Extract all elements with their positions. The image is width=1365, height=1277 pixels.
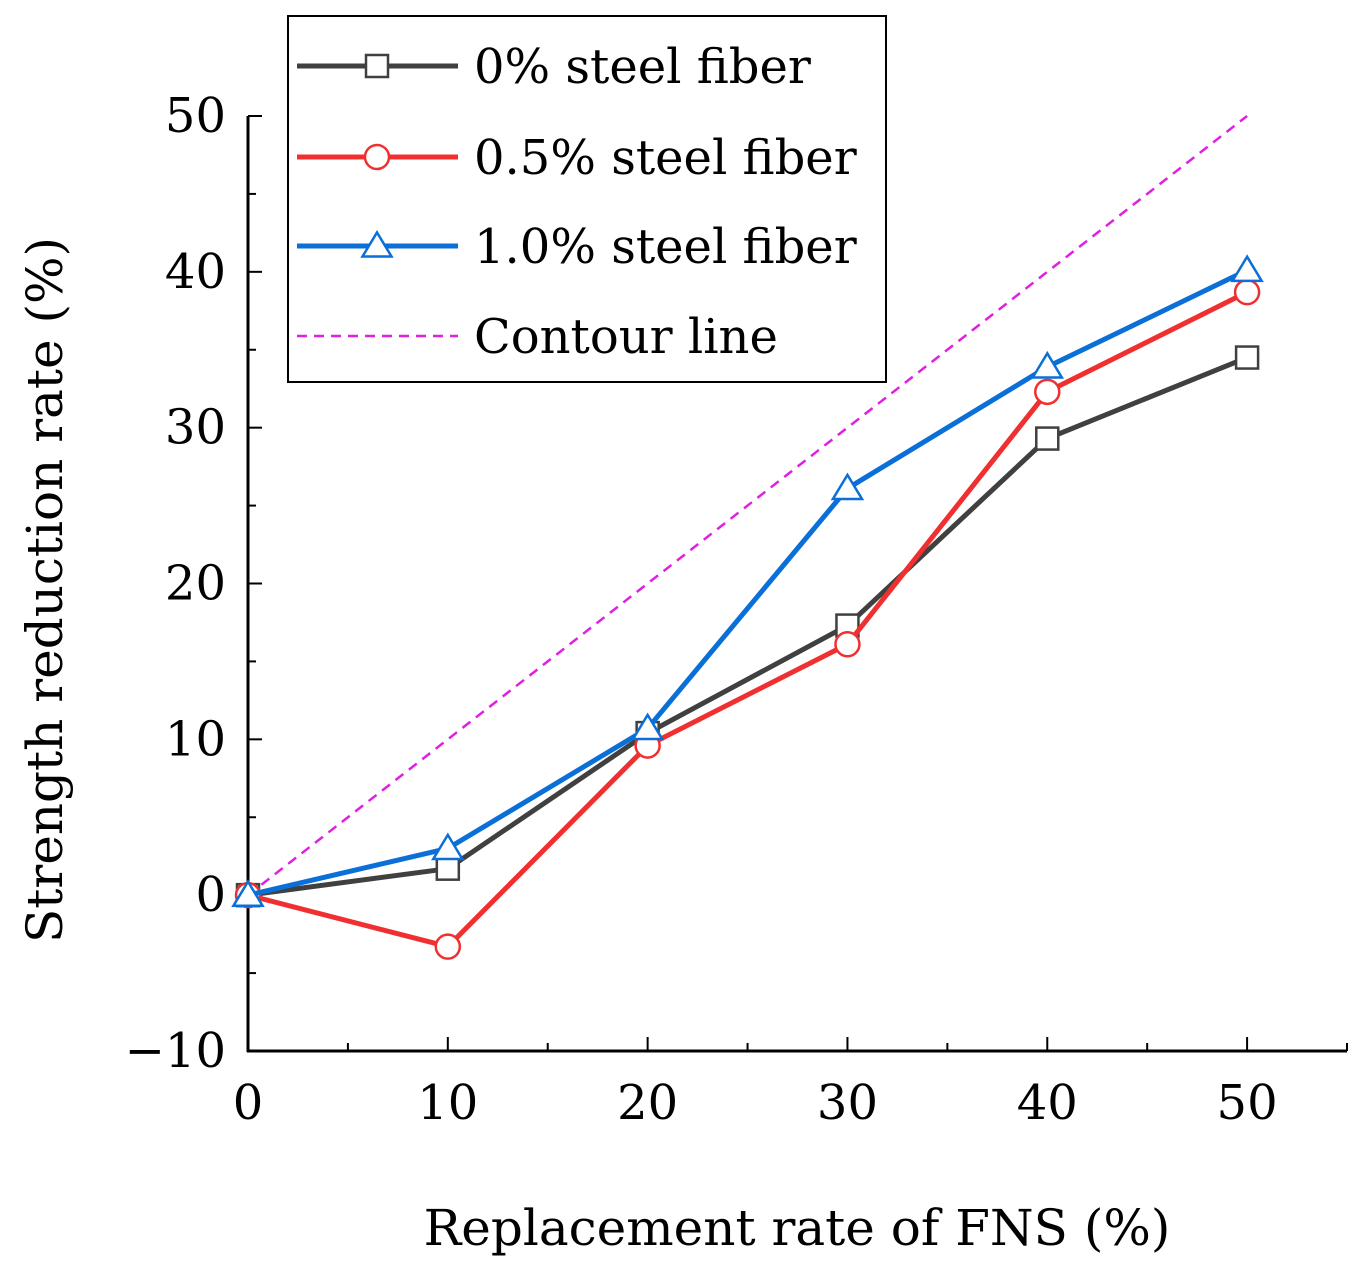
legend-marker [363,143,391,171]
data-point [1035,426,1060,451]
data-point [231,879,265,907]
x-tick-label: 10 [417,1075,478,1131]
data-point [1030,350,1065,379]
legend-label: Contour line [474,309,778,365]
data-point [1034,378,1061,406]
series-line [247,355,1249,898]
data-point [431,832,465,861]
legend-marker [360,230,394,258]
data-point [1234,345,1260,370]
y-tick-label: 40 [165,244,226,300]
series-line [247,289,1249,950]
data-point [434,933,462,960]
series-2 [231,254,1264,907]
data-point [1233,278,1261,306]
data-point [435,856,461,881]
y-tick-label: −10 [125,1023,226,1079]
legend-label: 0.5% steel fiber [474,130,857,186]
series-0 [235,345,1260,908]
x-axis-title: Replacement rate of FNS (%) [424,1199,1171,1257]
y-tick-label: 50 [165,88,226,144]
x-tick-label: 30 [817,1075,878,1131]
legend: 0% steel fiber 0.5% steel fiber 1.0% steel… [287,15,887,383]
y-tick-label: 10 [165,711,226,767]
series-layer [231,254,1264,960]
y-tick-label: 30 [165,400,226,456]
data-point [830,472,865,501]
series-line [247,268,1249,898]
y-tick-label: 0 [195,867,226,923]
data-point [834,631,861,658]
y-tick-label: 20 [165,556,226,612]
legend-label: 1.0% steel fiber [474,219,857,275]
x-tick-label: 50 [1217,1075,1278,1131]
x-tick-label: 40 [1017,1075,1078,1131]
x-tick-label: 20 [617,1075,678,1131]
contour-line-layer [247,115,1248,897]
y-axis-title: Strength reduction rate (%) [16,237,74,943]
legend-marker [364,53,390,79]
legend-label: 0% steel fiber [474,39,811,95]
contour-line [247,115,1248,897]
data-point [630,712,665,741]
data-point [1230,254,1264,283]
x-tick-label: 0 [233,1075,264,1131]
